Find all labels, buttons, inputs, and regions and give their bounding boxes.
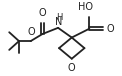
Text: O: O	[39, 8, 46, 18]
Text: H: H	[56, 13, 62, 22]
Text: N: N	[55, 17, 63, 27]
Text: HO: HO	[78, 2, 93, 12]
Text: O: O	[68, 63, 76, 73]
Text: O: O	[107, 24, 115, 34]
Text: O: O	[28, 27, 36, 37]
